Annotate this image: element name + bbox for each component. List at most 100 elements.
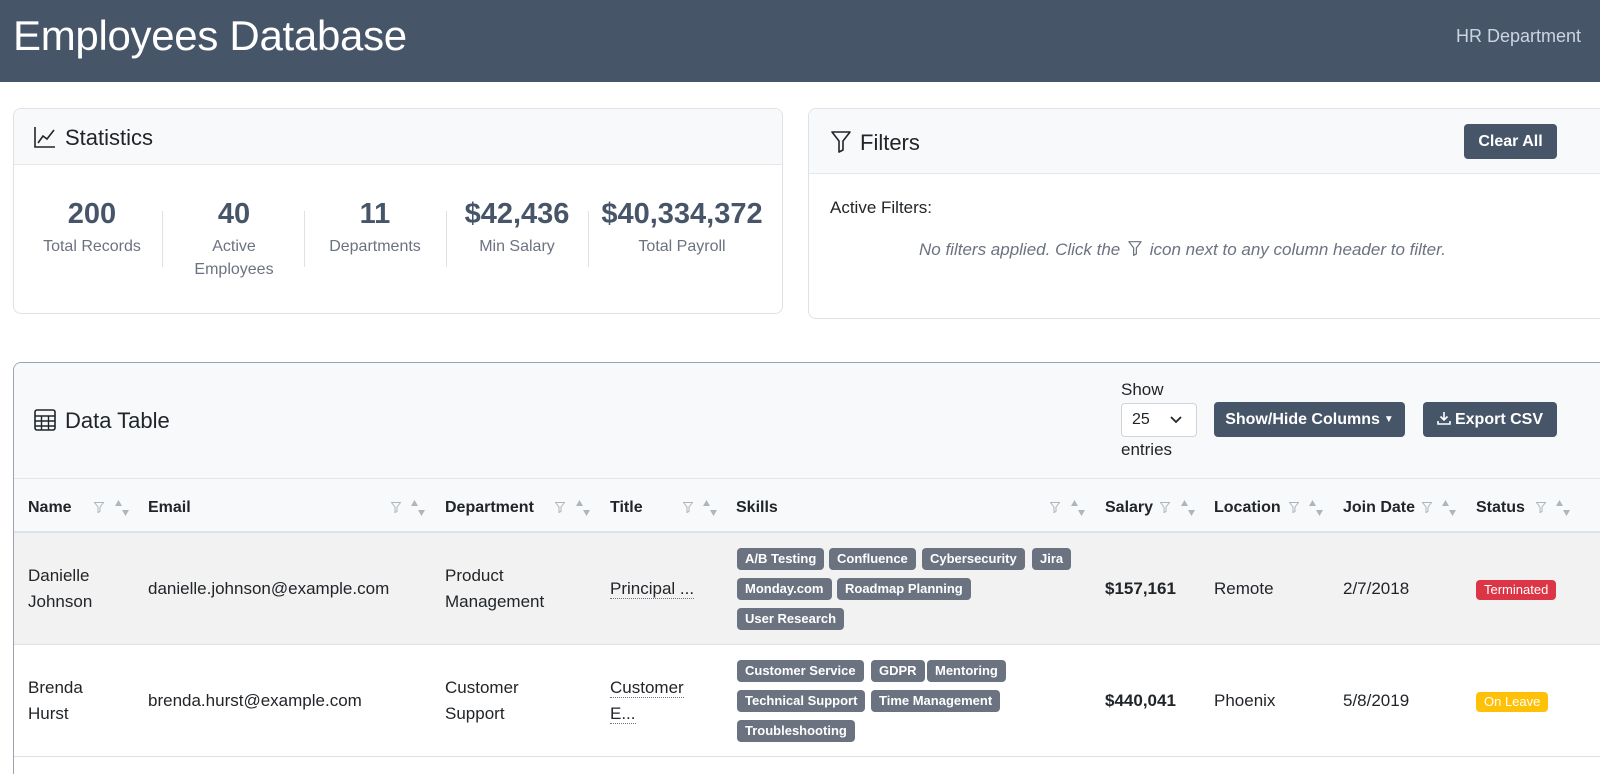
- cell-salary: $157,161: [1105, 579, 1176, 598]
- sort-icon[interactable]: [1309, 499, 1323, 517]
- skill-tag: GDPR: [871, 660, 925, 682]
- skill-tag: A/B Testing: [737, 548, 825, 570]
- skill-tag: User Research: [737, 608, 845, 630]
- sort-icon[interactable]: [703, 499, 717, 517]
- cell-name: Danielle Johnson: [28, 563, 92, 615]
- show-hide-columns-label: Show/Hide Columns: [1225, 410, 1380, 428]
- column-header-department[interactable]: Department: [445, 499, 534, 516]
- skill-tag: Customer Service: [737, 660, 864, 682]
- clear-all-button[interactable]: Clear All: [1464, 124, 1557, 159]
- cell-title[interactable]: Principal ...: [610, 576, 695, 602]
- statistics-card: Statistics 200 Total Records 40 Active E…: [13, 108, 783, 314]
- show-label: Show: [1121, 380, 1164, 399]
- column-filter-icon[interactable]: [1289, 502, 1299, 513]
- export-csv-button[interactable]: Export CSV: [1423, 402, 1557, 437]
- column-header-name[interactable]: Name: [28, 499, 72, 516]
- stat-total-payroll: $40,334,372 Total Payroll: [592, 197, 772, 258]
- column-header-salary[interactable]: Salary: [1105, 499, 1154, 516]
- cell-title[interactable]: Customer E...: [610, 675, 684, 727]
- filters-header: Filters Clear All: [809, 109, 1600, 174]
- entries-label: entries: [1121, 440, 1173, 459]
- skill-tag: Mentoring: [927, 660, 1006, 682]
- column-filter-icon[interactable]: [1422, 502, 1432, 513]
- department-label[interactable]: HR Department: [1456, 26, 1582, 46]
- column-filter-icon[interactable]: [1050, 502, 1060, 513]
- stat-divider: [446, 211, 447, 267]
- cell-join-date: 2/7/2018: [1343, 579, 1410, 598]
- dept-line-2: Support: [445, 704, 505, 723]
- stat-value: $42,436: [464, 198, 570, 230]
- chevron-down-icon: [1170, 416, 1182, 424]
- name-last: Hurst: [28, 704, 69, 723]
- column-filter-icon[interactable]: [94, 502, 104, 513]
- column-header-title[interactable]: Title: [610, 499, 643, 516]
- table-row[interactable]: Danielle Johnson danielle.johnson@exampl…: [14, 533, 1600, 645]
- column-header-skills[interactable]: Skills: [736, 499, 778, 516]
- stat-divider: [162, 211, 163, 267]
- entries-select[interactable]: 25: [1121, 403, 1197, 437]
- table-head: Name Email Department Title Skills Salar…: [14, 479, 1600, 533]
- no-filters-text-after: icon next to any column header to filter…: [1149, 240, 1446, 259]
- cell-location: Remote: [1214, 579, 1274, 598]
- show-hide-columns-button[interactable]: Show/Hide Columns ▼: [1214, 402, 1405, 437]
- status-badge: On Leave: [1476, 692, 1549, 712]
- name-first: Danielle: [28, 566, 90, 585]
- column-header-location[interactable]: Location: [1214, 499, 1281, 516]
- column-header-email[interactable]: Email: [148, 499, 191, 516]
- stat-total-records: 200 Total Records: [36, 197, 148, 258]
- download-icon: [1437, 411, 1451, 425]
- column-header-join-date[interactable]: Join Date: [1343, 499, 1416, 516]
- column-filter-icon[interactable]: [683, 502, 693, 513]
- sort-icon[interactable]: [1442, 499, 1456, 517]
- skill-tag: Cybersecurity: [922, 548, 1025, 570]
- skill-tag: Jira: [1032, 548, 1072, 570]
- cell-department: Product Management: [445, 563, 544, 615]
- top-navbar: Employees Database HR Department: [0, 0, 1600, 82]
- app-title[interactable]: Employees Database: [13, 12, 407, 59]
- title-line-2: E...: [610, 704, 636, 724]
- sort-icon[interactable]: [411, 499, 425, 517]
- sort-icon[interactable]: [1071, 499, 1085, 517]
- column-filter-icon[interactable]: [1536, 502, 1546, 513]
- stat-value: 40: [217, 198, 251, 230]
- status-badge: Terminated: [1476, 580, 1557, 600]
- cell-email: danielle.johnson@example.com: [148, 579, 390, 598]
- stat-value: $40,334,372: [601, 198, 763, 230]
- filters-title: Filters: [860, 130, 920, 155]
- dept-line-1: Product: [445, 566, 504, 585]
- filter-icon: [1128, 241, 1142, 256]
- export-csv-label: Export CSV: [1454, 410, 1543, 428]
- no-filters-message: No filters applied. Click the icon next …: [919, 240, 1446, 260]
- skill-tag: Monday.com: [737, 578, 832, 600]
- stat-value: 11: [359, 198, 391, 230]
- stat-value: 200: [67, 198, 117, 230]
- column-filter-icon[interactable]: [555, 502, 565, 513]
- sort-icon[interactable]: [576, 499, 590, 517]
- table-row[interactable]: Brenda Hurst brenda.hurst@example.com Cu…: [14, 645, 1600, 757]
- statistics-title: Statistics: [65, 125, 154, 150]
- stat-label: Total Records: [43, 238, 141, 255]
- sort-icon[interactable]: [115, 499, 129, 517]
- skill-tag: Troubleshooting: [737, 720, 855, 742]
- stat-label: Total Payroll: [638, 238, 726, 255]
- column-filter-icon[interactable]: [391, 502, 401, 513]
- cell-location: Phoenix: [1214, 691, 1276, 710]
- data-table-header: Data Table Show 25 entries Show/Hide Col…: [14, 363, 1600, 479]
- stat-active-employees: 40 Active Employees: [179, 197, 289, 281]
- sort-icon[interactable]: [1556, 499, 1570, 517]
- statistics-header: Statistics: [14, 109, 782, 165]
- sort-icon[interactable]: [1181, 499, 1195, 517]
- stat-label: Active Employees: [194, 238, 274, 278]
- cell-name: Brenda Hurst: [28, 675, 83, 727]
- skill-tag: Confluence: [829, 548, 916, 570]
- name-last: Johnson: [28, 592, 93, 611]
- column-header-status[interactable]: Status: [1476, 499, 1525, 516]
- skill-tag: Technical Support: [737, 690, 866, 712]
- stat-departments: 11 Departments: [319, 197, 431, 258]
- title-line-1: Customer: [610, 678, 684, 698]
- stat-divider: [304, 211, 305, 267]
- column-filter-icon[interactable]: [1160, 502, 1170, 513]
- skill-tag: Time Management: [871, 690, 1001, 712]
- entries-select-value: 25: [1132, 411, 1150, 428]
- cell-email: brenda.hurst@example.com: [148, 691, 362, 710]
